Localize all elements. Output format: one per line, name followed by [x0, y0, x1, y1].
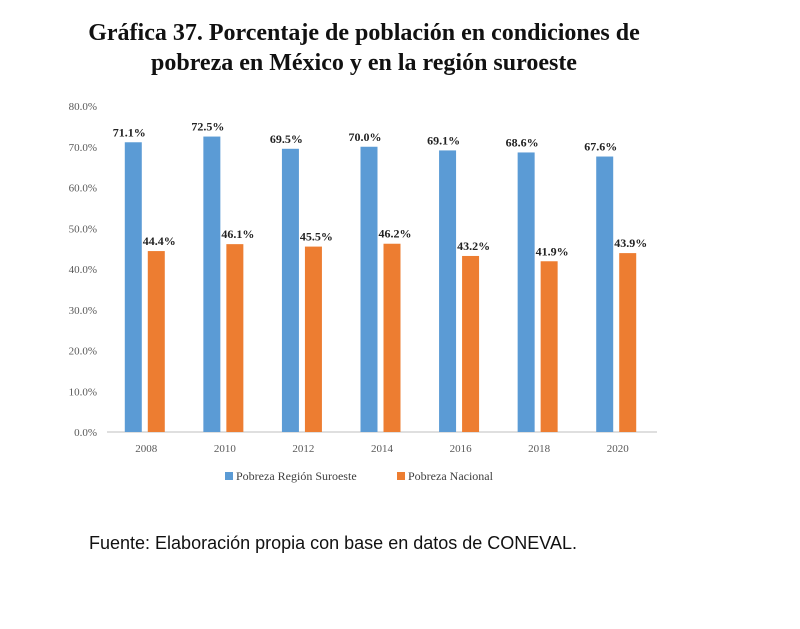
- data-label: 70.0%: [349, 130, 382, 144]
- bar-suroeste: [517, 152, 535, 432]
- bar-suroeste: [596, 156, 614, 432]
- x-tick-label: 2018: [528, 443, 551, 455]
- x-tick-label: 2020: [607, 443, 630, 455]
- chart-title-line-2: pobreza en México y en la región suroest…: [151, 50, 577, 76]
- data-label: 41.9%: [536, 244, 569, 258]
- data-label: 44.4%: [143, 234, 176, 248]
- data-label: 43.2%: [457, 239, 490, 253]
- data-label: 72.5%: [191, 120, 224, 134]
- chart-title: Gráfica 37. Porcentaje de población en c…: [0, 18, 728, 78]
- bar-suroeste: [203, 136, 221, 432]
- legend-label-nacional: Pobreza Nacional: [408, 469, 494, 483]
- x-tick-label: 2016: [450, 443, 473, 455]
- y-tick-label: 60.0%: [69, 183, 97, 195]
- source-note: Fuente: Elaboración propia con base en d…: [89, 533, 577, 553]
- bar-nacional: [304, 246, 322, 432]
- x-tick-label: 2012: [292, 443, 314, 455]
- x-tick-label: 2010: [214, 443, 237, 455]
- y-tick-label: 50.0%: [69, 223, 97, 235]
- data-label: 69.5%: [270, 132, 303, 146]
- y-tick-label: 30.0%: [69, 305, 97, 317]
- legend-swatch-nacional: [397, 472, 405, 480]
- y-tick-label: 20.0%: [69, 346, 97, 358]
- bar-suroeste: [439, 150, 457, 433]
- legend-label-suroeste: Pobreza Región Suroeste: [236, 469, 357, 483]
- y-tick-label: 70.0%: [69, 142, 97, 154]
- bar-nacional: [383, 243, 401, 432]
- data-label: 46.2%: [379, 227, 412, 241]
- data-label: 68.6%: [506, 135, 539, 149]
- bar-nacional: [226, 244, 244, 432]
- data-label: 45.5%: [300, 230, 333, 244]
- x-tick-label: 2014: [371, 443, 394, 455]
- data-label: 67.6%: [584, 140, 617, 154]
- bar-nacional: [540, 261, 558, 432]
- legend-swatch-suroeste: [225, 472, 233, 480]
- y-tick-label: 80.0%: [69, 101, 97, 113]
- y-tick-label: 0.0%: [74, 427, 97, 439]
- y-tick-label: 10.0%: [69, 386, 97, 398]
- bar-suroeste: [281, 148, 299, 432]
- data-label: 43.9%: [614, 236, 647, 250]
- chart-title-line-1: Gráfica 37. Porcentaje de población en c…: [88, 20, 640, 46]
- x-tick-label: 2008: [135, 443, 158, 455]
- bar-suroeste: [124, 142, 142, 432]
- bar-suroeste: [360, 146, 378, 432]
- bar-nacional: [619, 253, 637, 432]
- y-tick-label: 40.0%: [69, 264, 97, 276]
- bar-nacional: [147, 251, 165, 432]
- data-label: 71.1%: [113, 125, 146, 139]
- bar-nacional: [462, 255, 480, 432]
- data-label: 69.1%: [427, 133, 460, 147]
- data-label: 46.1%: [221, 227, 254, 241]
